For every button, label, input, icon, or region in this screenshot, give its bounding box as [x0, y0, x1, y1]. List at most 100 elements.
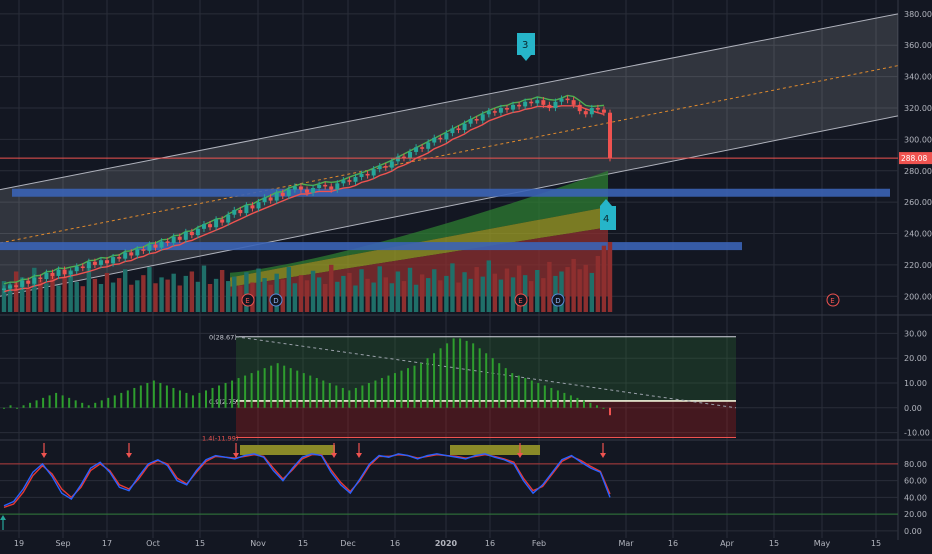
- stoch-highlight-0: [240, 445, 335, 455]
- marker-4-box[interactable]: [600, 206, 616, 230]
- candle-body: [414, 147, 419, 152]
- osc-bar: [250, 373, 253, 408]
- event-label: E: [830, 297, 834, 305]
- event-marker-D[interactable]: [551, 293, 565, 307]
- support-zone-0[interactable]: [12, 188, 890, 197]
- candle-body: [329, 186, 334, 190]
- osc-bar: [3, 407, 5, 409]
- candle-body: [68, 271, 73, 275]
- x-axis-label: Nov: [250, 539, 266, 548]
- osc-bar: [563, 392, 566, 408]
- candle-body: [474, 118, 479, 121]
- volume-bar: [413, 284, 419, 312]
- osc-bar: [452, 338, 455, 408]
- volume-bar: [522, 275, 528, 312]
- marker-3-label: 3: [522, 40, 528, 51]
- down-arrow-icon: [233, 453, 239, 458]
- osc-bar: [146, 383, 149, 408]
- volume-bar: [153, 283, 158, 312]
- volume-bar: [7, 284, 13, 312]
- osc-bar: [472, 343, 475, 408]
- volume-bar: [274, 273, 279, 312]
- osc-bar: [191, 395, 194, 408]
- candle-body: [468, 118, 473, 124]
- volume-bar: [529, 281, 534, 312]
- osc-bar: [328, 383, 331, 408]
- stoch-tick-label: 0.00: [904, 527, 922, 536]
- candle-body: [595, 108, 600, 110]
- candle-body: [20, 280, 25, 287]
- volume-bar: [292, 283, 298, 312]
- candle-body: [462, 123, 467, 130]
- candle-body: [195, 228, 200, 236]
- stoch-k-line: [3, 453, 611, 507]
- event-marker-D[interactable]: [269, 293, 283, 307]
- candle-body: [389, 161, 394, 168]
- volume-bar: [347, 272, 352, 312]
- candle-body: [208, 224, 213, 228]
- marker-3-box[interactable]: [517, 33, 535, 55]
- support-zone-1[interactable]: [0, 242, 742, 251]
- candle-body: [256, 202, 261, 209]
- x-axis-label: Sep: [55, 539, 70, 548]
- down-arrow-icon: [517, 453, 523, 458]
- volume-bar: [219, 270, 225, 312]
- osc-tick-label: 30.00: [904, 329, 927, 338]
- candle-body: [408, 151, 413, 159]
- candle-body: [444, 133, 449, 140]
- osc-bar: [61, 395, 64, 408]
- candle-body: [183, 231, 188, 240]
- event-marker-E[interactable]: [514, 293, 528, 307]
- osc-bar: [569, 395, 572, 408]
- osc-bar: [68, 397, 71, 408]
- osc-bar: [393, 373, 396, 408]
- osc-tick-label: 0.00: [904, 404, 922, 413]
- osc-bar: [16, 407, 19, 409]
- volume-bar: [432, 269, 437, 312]
- down-arrow-icon: [126, 453, 132, 458]
- candle-body: [601, 109, 606, 113]
- down-arrow-icon: [600, 453, 606, 458]
- x-axis-label: Feb: [532, 539, 546, 548]
- fib-label-bottom: 1.4(-11.99): [202, 434, 238, 442]
- osc-bar: [530, 380, 533, 408]
- osc-bar: [100, 400, 103, 408]
- volume-bar: [595, 256, 601, 312]
- volume-bar: [110, 282, 116, 312]
- candle-body: [432, 137, 437, 143]
- x-axis-label: 16: [668, 539, 678, 548]
- volume-bar: [389, 283, 395, 312]
- candle-body: [189, 231, 194, 236]
- candle-body: [226, 214, 231, 223]
- volume-bar: [329, 264, 334, 312]
- osc-bar: [407, 368, 409, 408]
- osc-bar: [491, 358, 494, 408]
- osc-bar: [9, 405, 12, 408]
- volume-bar: [607, 242, 613, 312]
- volume-bar: [262, 278, 267, 312]
- candle-body: [165, 241, 170, 243]
- event-marker-E[interactable]: [826, 293, 840, 307]
- price-tick-label: 380.00: [904, 10, 932, 19]
- candle-body: [80, 266, 85, 269]
- volume-bar: [462, 272, 467, 312]
- volume-bar: [298, 275, 304, 312]
- volume-bar: [444, 275, 449, 312]
- candle-body: [486, 111, 491, 115]
- trend-channel-lower: [0, 115, 899, 297]
- x-axis-label: 2020: [435, 539, 458, 548]
- candle-body: [347, 180, 352, 182]
- volume-bar: [80, 286, 85, 312]
- trend-channel-upper: [0, 13, 899, 191]
- x-axis-label: 15: [871, 539, 881, 548]
- candle-body: [565, 98, 570, 101]
- volume-bar: [601, 245, 607, 312]
- volume-bar: [189, 271, 195, 312]
- osc-bar: [218, 385, 221, 408]
- osc-bar: [367, 383, 370, 408]
- event-marker-E[interactable]: [241, 293, 255, 307]
- volume-bar: [44, 283, 49, 312]
- stoch-tick-label: 40.00: [904, 493, 927, 502]
- osc-bar: [354, 387, 357, 408]
